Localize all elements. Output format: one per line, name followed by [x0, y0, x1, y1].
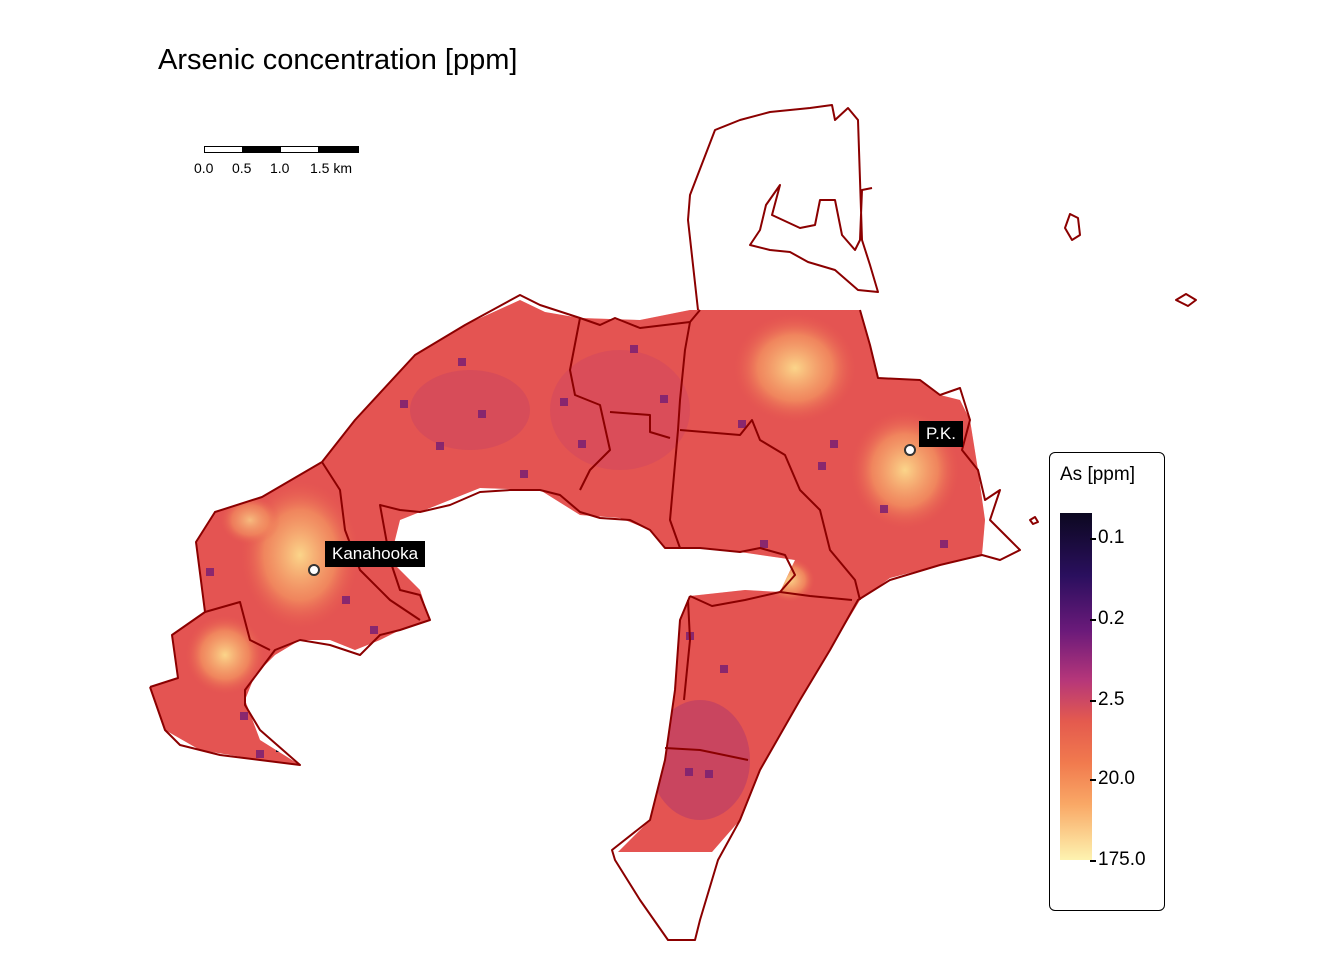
- legend-tick: [1090, 619, 1096, 621]
- legend-tick: [1090, 538, 1096, 540]
- scale-bar: 0.0 0.5 1.0 1.5 km: [194, 146, 374, 180]
- legend-label: 20.0: [1098, 768, 1135, 789]
- legend-label: 175.0: [1098, 849, 1146, 870]
- raster-layer: [150, 300, 985, 852]
- pk-marker: [904, 444, 916, 456]
- legend-title: As [ppm]: [1060, 464, 1135, 485]
- scale-label: 1.0: [270, 160, 290, 176]
- legend-tick: [1090, 700, 1096, 702]
- kanahooka-marker: [308, 564, 320, 576]
- legend-label: 0.1: [1098, 527, 1125, 548]
- scale-segment: [204, 146, 243, 153]
- map-title: Arsenic concentration [ppm]: [158, 44, 518, 76]
- scale-segment: [242, 146, 281, 153]
- legend-tick: [1090, 779, 1096, 781]
- legend-label: 2.5: [1098, 689, 1125, 710]
- legend-colorbar: [1060, 513, 1092, 860]
- suburb-boundaries: [149, 104, 1197, 941]
- scale-label: 1.5 km: [310, 160, 353, 176]
- legend: As [ppm] 0.1 0.2 2.5 20.0 175.0: [1049, 452, 1165, 911]
- scale-segment: [280, 146, 319, 153]
- legend-label: 0.2: [1098, 608, 1125, 629]
- pk-label: P.K.: [919, 421, 963, 447]
- legend-tick: [1090, 860, 1096, 862]
- kanahooka-label: Kanahooka: [325, 541, 426, 567]
- scale-segment: [318, 146, 359, 153]
- scale-label: 0.0: [194, 160, 214, 176]
- scale-label: 0.5: [232, 160, 252, 176]
